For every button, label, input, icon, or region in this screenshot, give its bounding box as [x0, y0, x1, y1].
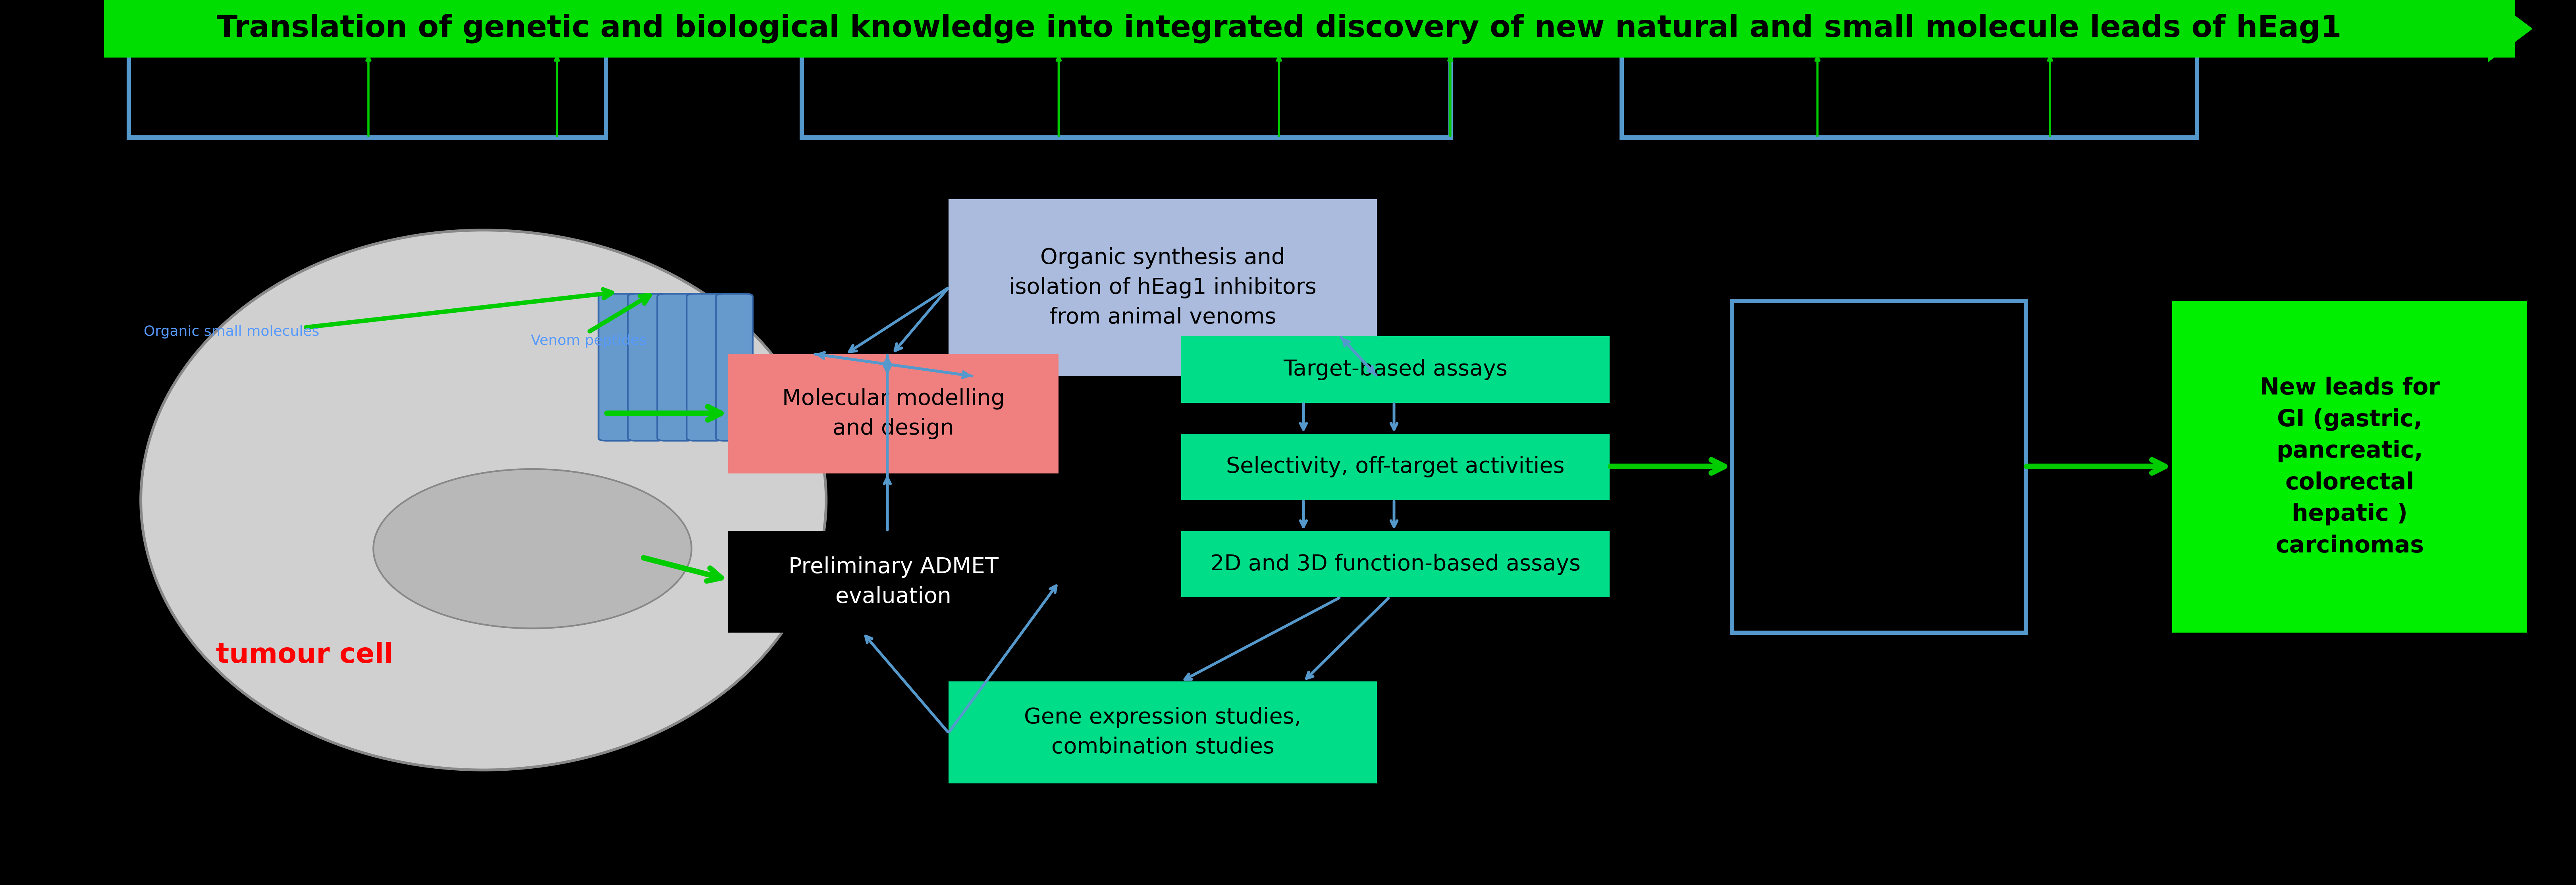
FancyBboxPatch shape: [598, 294, 636, 441]
Text: Venom peptides: Venom peptides: [531, 334, 647, 348]
FancyBboxPatch shape: [2172, 301, 2527, 633]
Text: Molecular modelling
and design: Molecular modelling and design: [783, 389, 1005, 439]
FancyBboxPatch shape: [729, 531, 1059, 633]
Text: Target-based assays: Target-based assays: [1283, 358, 1507, 381]
FancyBboxPatch shape: [1623, 53, 2197, 137]
Text: Translation of genetic and biological knowledge into integrated discovery of new: Translation of genetic and biological kn…: [216, 14, 2342, 43]
FancyBboxPatch shape: [729, 354, 1059, 473]
FancyBboxPatch shape: [948, 681, 1378, 783]
FancyBboxPatch shape: [103, 0, 2514, 58]
FancyBboxPatch shape: [688, 294, 724, 441]
Text: Preliminary ADMET
evaluation: Preliminary ADMET evaluation: [788, 557, 999, 607]
Text: Organic small molecules: Organic small molecules: [144, 325, 319, 339]
Ellipse shape: [142, 230, 827, 770]
Text: Gene expression studies,
combination studies: Gene expression studies, combination stu…: [1025, 707, 1301, 758]
FancyBboxPatch shape: [716, 294, 752, 441]
FancyBboxPatch shape: [629, 294, 665, 441]
Text: 2D and 3D function-based assays: 2D and 3D function-based assays: [1211, 553, 1582, 575]
FancyBboxPatch shape: [657, 294, 693, 441]
FancyBboxPatch shape: [129, 53, 605, 137]
Ellipse shape: [374, 469, 690, 628]
FancyBboxPatch shape: [1180, 531, 1610, 597]
FancyBboxPatch shape: [1731, 301, 2025, 633]
Text: Organic synthesis and
isolation of hEag1 inhibitors
from animal venoms: Organic synthesis and isolation of hEag1…: [1010, 247, 1316, 328]
FancyBboxPatch shape: [1180, 336, 1610, 403]
FancyBboxPatch shape: [801, 53, 1450, 137]
Text: New leads for
GI (gastric,
pancreatic,
colorectal
hepatic )
carcinomas: New leads for GI (gastric, pancreatic, c…: [2259, 377, 2439, 557]
Text: tumour cell: tumour cell: [216, 642, 394, 668]
FancyBboxPatch shape: [948, 199, 1378, 376]
FancyArrow shape: [103, 0, 2532, 62]
FancyBboxPatch shape: [1180, 434, 1610, 500]
Text: Selectivity, off-target activities: Selectivity, off-target activities: [1226, 456, 1564, 478]
